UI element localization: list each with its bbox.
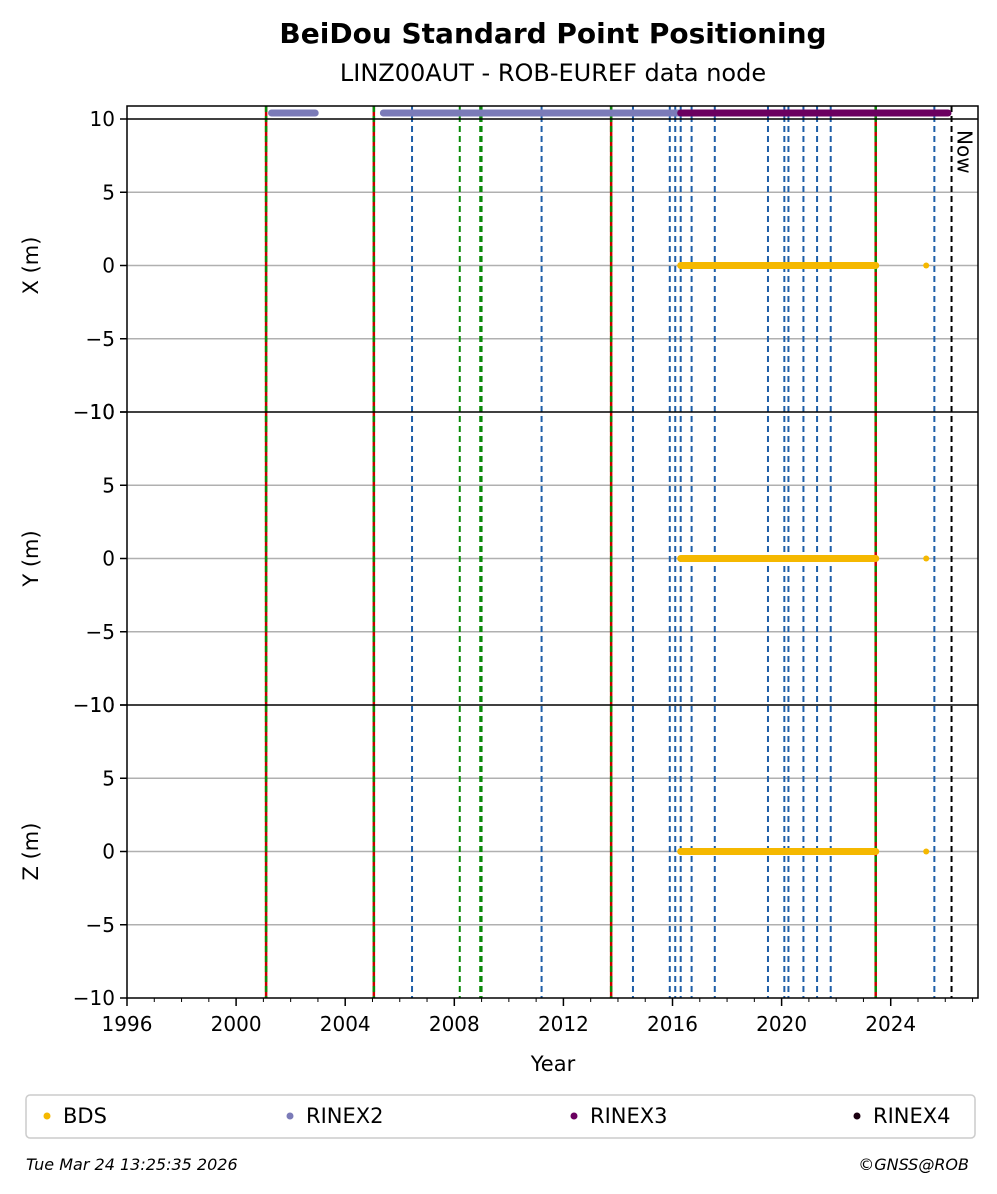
y-tick-label: 0 xyxy=(102,254,115,278)
legend-label-rinex4: RINEX4 xyxy=(873,1104,951,1128)
series-point-bds xyxy=(923,262,930,269)
y-tick-label: 0 xyxy=(102,547,115,571)
footer-copyright: ©GNSS@ROB xyxy=(858,1155,969,1174)
legend-marker-rinex4 xyxy=(853,1112,861,1120)
y-tick-label: −5 xyxy=(86,913,115,937)
legend-label-bds: BDS xyxy=(63,1104,107,1128)
y-tick-label: 0 xyxy=(102,840,115,864)
footer-timestamp: Tue Mar 24 13:25:35 2026 xyxy=(26,1155,238,1174)
now-label: Now xyxy=(953,130,977,174)
chart-title: BeiDou Standard Point Positioning xyxy=(279,17,826,50)
x-tick-label: 2020 xyxy=(756,1012,807,1036)
y-tick-label: 10 xyxy=(90,400,115,424)
y-axis-label: X (m) xyxy=(19,237,43,295)
series-point-bds xyxy=(923,848,930,855)
legend-label-rinex2: RINEX2 xyxy=(306,1104,384,1128)
x-tick-label: 2012 xyxy=(538,1012,589,1036)
axes-layer: −10 −5 0 5 10 X (m) −10 −5 0 5 10 Y (m) −10 −5 0 5 10 Z (… xyxy=(19,105,979,1036)
y-tick-label: 5 xyxy=(102,766,115,790)
legend-marker-bds xyxy=(43,1112,51,1120)
y-axis-label: Y (m) xyxy=(19,530,43,587)
y-axis-label: Z (m) xyxy=(19,823,43,881)
x-tick-label: 1996 xyxy=(102,1012,153,1036)
legend-label-rinex3: RINEX3 xyxy=(590,1104,668,1128)
chart-subtitle: LINZ00AUT - ROB-EUREF data node xyxy=(340,59,766,87)
grid-layer xyxy=(127,191,978,926)
x-axis-label: Year xyxy=(530,1052,576,1076)
y-tick-label: 10 xyxy=(90,107,115,131)
plot-frame xyxy=(126,105,979,999)
series-point-bds xyxy=(923,555,930,562)
y-tick-label: 5 xyxy=(102,473,115,497)
x-tick-label: 2016 xyxy=(647,1012,698,1036)
legend-marker-rinex3 xyxy=(570,1112,578,1120)
y-tick-label: −10 xyxy=(73,400,115,424)
legend: BDS RINEX2 RINEX3 RINEX4 xyxy=(25,1094,976,1139)
y-tick-label: −10 xyxy=(73,986,115,1010)
x-tick-label: 2008 xyxy=(429,1012,480,1036)
legend-marker-rinex2 xyxy=(286,1112,294,1120)
x-tick-label: 2004 xyxy=(320,1012,371,1036)
legend-frame xyxy=(25,1094,976,1139)
y-tick-label: 5 xyxy=(102,180,115,204)
y-tick-label: 10 xyxy=(90,693,115,717)
y-tick-label: −5 xyxy=(86,327,115,351)
y-tick-label: −5 xyxy=(86,620,115,644)
y-tick-label: −10 xyxy=(73,693,115,717)
series-layer xyxy=(268,109,952,855)
event-lines xyxy=(264,106,953,998)
x-tick-label: 2000 xyxy=(211,1012,262,1036)
x-tick-label: 2024 xyxy=(865,1012,916,1036)
